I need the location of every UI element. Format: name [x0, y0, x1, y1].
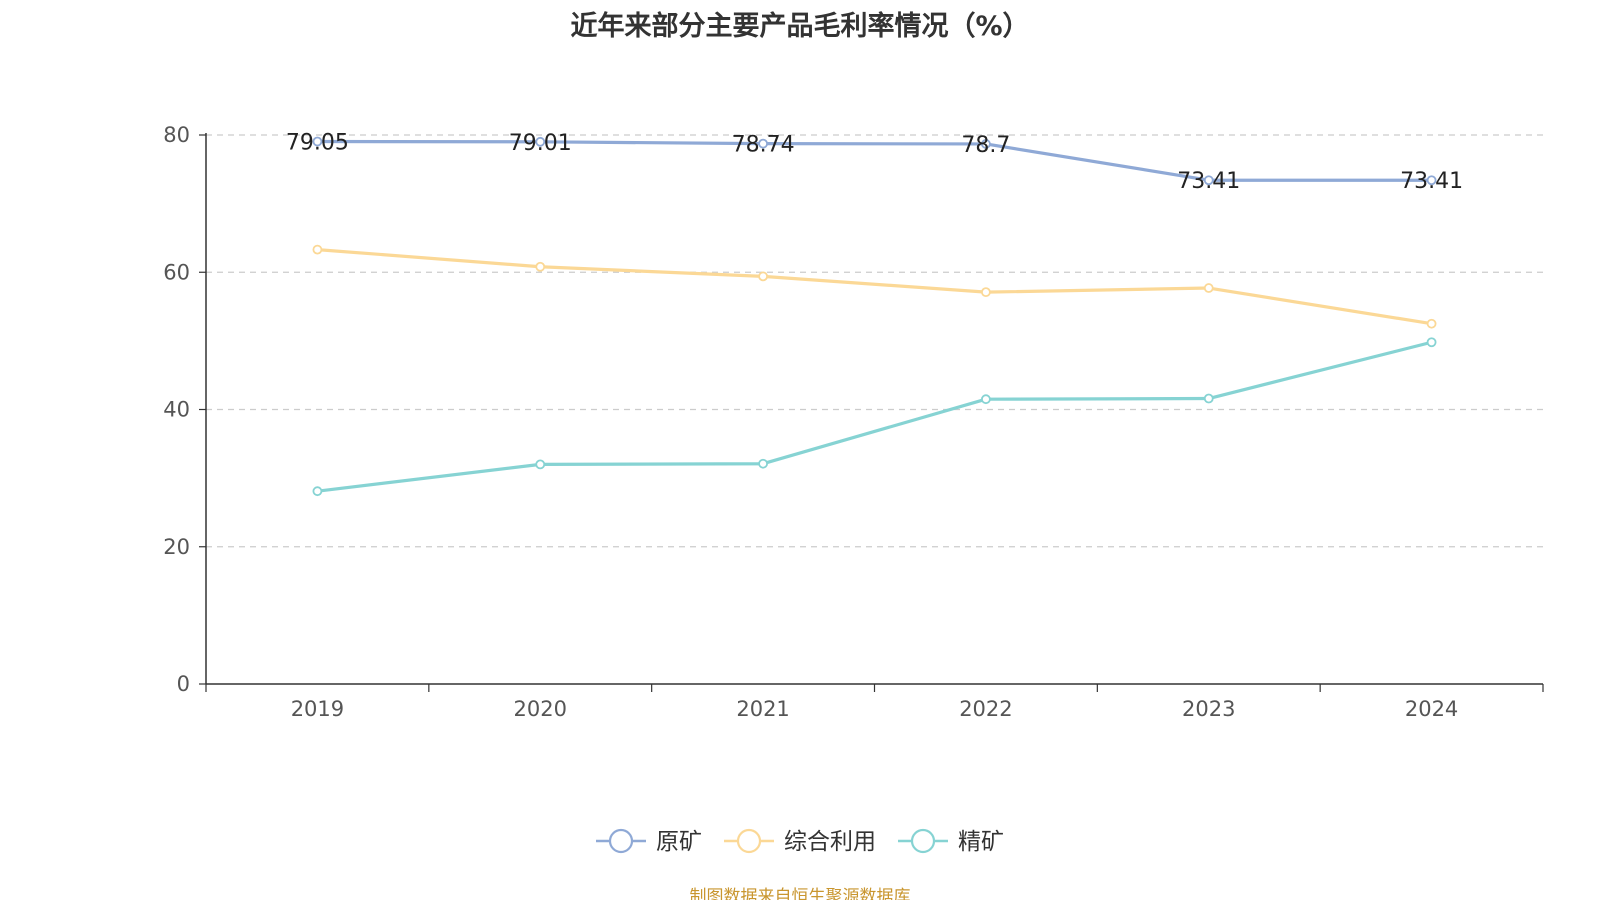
data-point [1426, 337, 1437, 348]
data-label: 73.41 [1177, 169, 1240, 194]
data-point [1203, 393, 1214, 404]
data-point [1426, 175, 1437, 186]
data-point [535, 459, 546, 470]
legend-circle-icon [910, 828, 936, 854]
data-point [312, 486, 323, 497]
legend-circle-icon [608, 828, 634, 854]
data-point [981, 139, 991, 149]
data-label: 79.05 [286, 131, 349, 156]
x-tick-label: 2019 [291, 697, 344, 721]
y-tick-label: 80 [163, 123, 190, 147]
data-point [1426, 318, 1437, 329]
legend-label: 综合利用 [784, 829, 876, 855]
data-label: 73.41 [1400, 169, 1463, 194]
legend-label: 精矿 [958, 829, 1004, 855]
data-point [312, 136, 323, 147]
y-tick-label: 60 [163, 260, 190, 284]
data-point [981, 287, 991, 298]
x-tick-label: 2021 [736, 697, 789, 721]
data-point [981, 394, 991, 405]
data-point [758, 138, 768, 149]
x-tick-label: 2022 [959, 697, 1012, 721]
y-tick-label: 0 [177, 672, 190, 696]
data-point [758, 271, 768, 282]
data-label: 78.74 [732, 133, 795, 158]
chart-title: 近年来部分主要产品毛利率情况（%） [570, 11, 1030, 42]
data-point [1203, 283, 1214, 293]
x-tick-label: 2020 [514, 697, 567, 721]
legend-circle-icon [736, 828, 762, 854]
data-point [535, 136, 546, 147]
data-point [758, 458, 768, 469]
y-tick-label: 20 [163, 535, 190, 559]
data-point [1203, 175, 1214, 186]
data-label: 78.7 [961, 133, 1010, 158]
x-tick-label: 2024 [1405, 697, 1458, 721]
data-point [312, 244, 323, 255]
series-line-2 [317, 340, 1432, 493]
source-note: 制图数据来自恒生聚源数据库 [689, 887, 911, 900]
x-tick-label: 2023 [1182, 697, 1235, 721]
data-point [535, 261, 546, 272]
y-tick-label: 40 [163, 398, 190, 422]
series-line-1 [317, 248, 1432, 326]
legend-label: 原矿 [656, 829, 702, 855]
data-label: 79.01 [509, 131, 572, 156]
series-line-0 [317, 139, 1432, 182]
